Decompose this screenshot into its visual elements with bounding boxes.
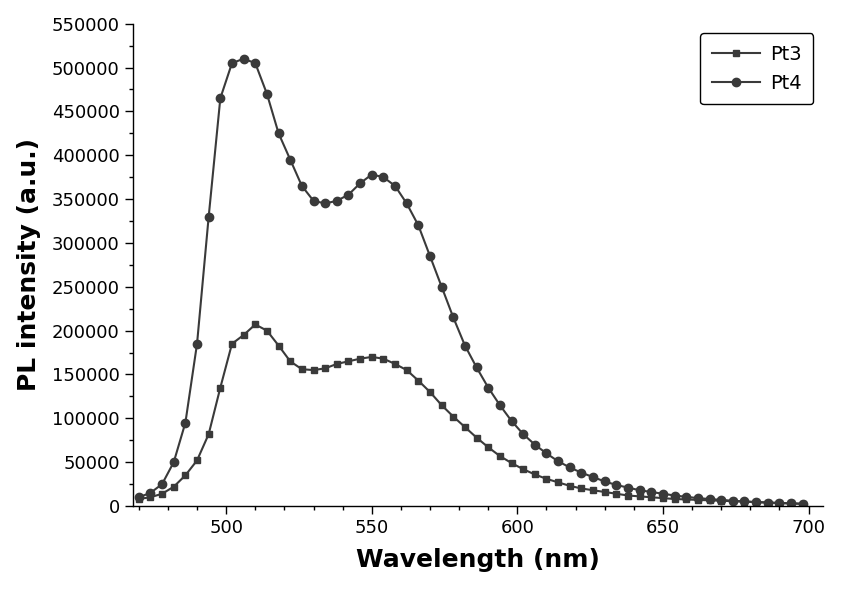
Pt3 <box>705 497 715 504</box>
Pt3 <box>134 495 144 502</box>
Pt3 <box>588 487 599 494</box>
Pt4 <box>775 499 785 507</box>
Pt3 <box>797 500 808 507</box>
Line: Pt4: Pt4 <box>135 55 807 508</box>
Pt4 <box>297 183 307 190</box>
Pt4 <box>239 55 249 62</box>
Y-axis label: PL intensity (a.u.): PL intensity (a.u.) <box>17 138 40 391</box>
Pt4 <box>309 197 319 204</box>
Line: Pt3: Pt3 <box>136 321 806 507</box>
Pt3 <box>309 366 319 373</box>
Pt3 <box>297 366 307 373</box>
Pt3 <box>775 499 785 507</box>
Legend: Pt3, Pt4: Pt3, Pt4 <box>700 34 813 104</box>
Pt4 <box>635 487 645 494</box>
X-axis label: Wavelength (nm): Wavelength (nm) <box>356 548 600 573</box>
Pt4 <box>588 474 599 481</box>
Pt3 <box>635 493 645 500</box>
Pt4 <box>134 494 144 501</box>
Pt4 <box>705 495 715 502</box>
Pt4 <box>797 500 808 507</box>
Pt3 <box>250 321 260 328</box>
